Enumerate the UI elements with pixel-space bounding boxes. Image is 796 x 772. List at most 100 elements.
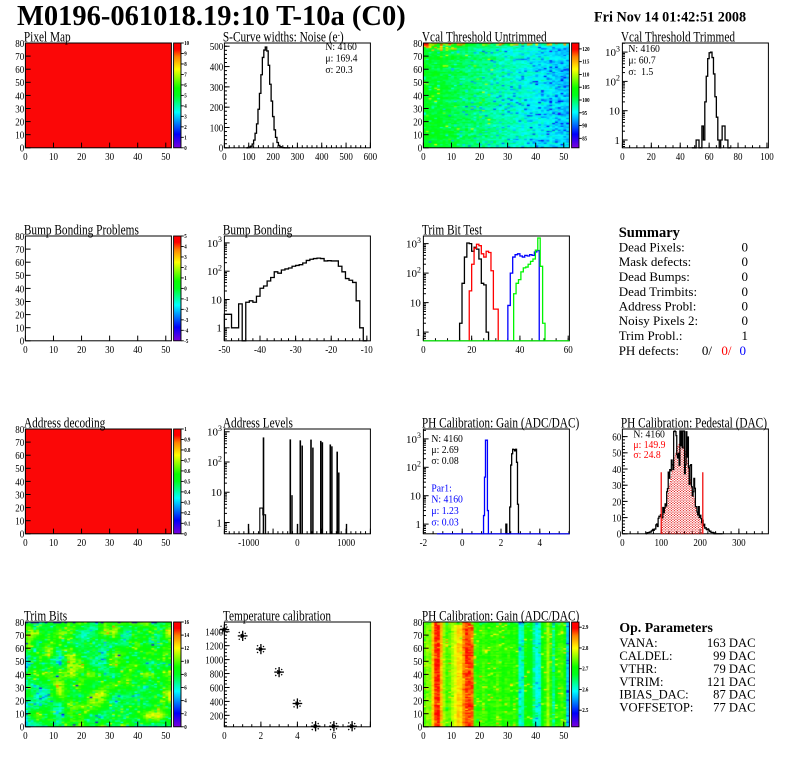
svg-text:2: 2	[184, 712, 187, 718]
svg-text:20: 20	[77, 344, 86, 356]
svg-text:40: 40	[15, 283, 24, 295]
svg-text:μ: 169.4: μ: 169.4	[325, 53, 358, 65]
svg-text:60: 60	[15, 450, 24, 462]
svg-text:10: 10	[15, 323, 24, 335]
svg-text:121 DAC: 121 DAC	[707, 675, 756, 689]
svg-text:70: 70	[15, 51, 24, 63]
svg-text:10: 10	[49, 537, 58, 549]
svg-text:0: 0	[295, 537, 300, 549]
svg-text:30: 30	[105, 344, 114, 356]
svg-text:20: 20	[77, 151, 86, 163]
svg-text:30: 30	[15, 489, 24, 501]
svg-text:0: 0	[418, 143, 423, 155]
svg-text:10: 10	[15, 130, 24, 142]
svg-text:20: 20	[612, 496, 621, 508]
svg-text:-30: -30	[290, 344, 302, 356]
svg-text:Bump Bonding Problems: Bump Bonding Problems	[24, 223, 139, 239]
svg-text:1: 1	[415, 327, 421, 339]
svg-text:10: 10	[49, 344, 58, 356]
svg-text:M0196-061018.19:10 T-10a (C0): M0196-061018.19:10 T-10a (C0)	[17, 1, 406, 32]
svg-text:40: 40	[515, 344, 524, 356]
svg-text:μ: 1.23: μ: 1.23	[431, 505, 459, 517]
svg-text:-20: -20	[325, 344, 337, 356]
svg-text:Vcal Threshold Trimmed: Vcal Threshold Trimmed	[621, 30, 736, 46]
svg-text:Trim Bit Test: Trim Bit Test	[422, 223, 482, 239]
svg-text:10: 10	[184, 41, 189, 47]
svg-text:VTRIM:: VTRIM:	[619, 675, 663, 689]
svg-text:40: 40	[15, 476, 24, 488]
svg-text:9: 9	[184, 52, 187, 58]
svg-text:103: 103	[406, 431, 421, 446]
svg-text:PH Calibration: Pedestal (DAC): PH Calibration: Pedestal (DAC)	[621, 416, 767, 432]
svg-text:40: 40	[531, 730, 540, 742]
svg-text:0: 0	[742, 240, 749, 255]
svg-text:1: 1	[742, 328, 749, 343]
svg-text:7: 7	[184, 72, 187, 78]
svg-text:0: 0	[620, 537, 625, 549]
svg-text:μ: 60.7: μ: 60.7	[628, 54, 656, 66]
svg-text:10: 10	[447, 730, 456, 742]
svg-text:60: 60	[612, 432, 621, 444]
svg-text:2: 2	[499, 537, 504, 549]
svg-text:-1: -1	[184, 297, 188, 303]
svg-text:163 DAC: 163 DAC	[707, 636, 756, 650]
svg-text:0: 0	[184, 532, 187, 538]
svg-text:VOFFSETOP:: VOFFSETOP:	[619, 701, 693, 715]
svg-text:40: 40	[133, 151, 142, 163]
svg-text:-50: -50	[218, 344, 230, 356]
svg-text:20: 20	[15, 696, 24, 708]
svg-text:103: 103	[406, 236, 421, 251]
svg-text:1: 1	[216, 323, 222, 335]
svg-text:10: 10	[447, 151, 456, 163]
svg-text:85: 85	[582, 136, 587, 142]
svg-text:3: 3	[184, 255, 187, 261]
svg-text:1400: 1400	[205, 627, 223, 639]
svg-text:1: 1	[216, 517, 222, 529]
svg-text:20: 20	[15, 117, 24, 129]
svg-text:30: 30	[413, 103, 422, 115]
svg-text:30: 30	[105, 151, 114, 163]
svg-text:1: 1	[184, 427, 187, 433]
svg-text:σ: 24.8: σ: 24.8	[633, 449, 661, 461]
svg-text:20: 20	[15, 503, 24, 515]
svg-text:40: 40	[413, 90, 422, 102]
svg-text:8: 8	[184, 672, 187, 678]
svg-text:σ: 0.03: σ: 0.03	[431, 517, 459, 529]
svg-text:0: 0	[20, 336, 25, 348]
svg-text:Op. Parameters: Op. Parameters	[619, 620, 713, 635]
svg-text:20: 20	[77, 537, 86, 549]
svg-text:N: 4160: N: 4160	[325, 41, 357, 53]
svg-text:80: 80	[413, 38, 422, 50]
svg-text:-2: -2	[420, 537, 428, 549]
svg-text:300: 300	[732, 537, 746, 549]
svg-text:0: 0	[742, 299, 749, 314]
svg-text:50: 50	[161, 151, 170, 163]
svg-text:60: 60	[705, 151, 714, 163]
svg-text:N: 4160: N: 4160	[633, 429, 665, 441]
svg-text:2.8: 2.8	[582, 646, 588, 652]
svg-text:50: 50	[15, 463, 24, 475]
svg-text:800: 800	[210, 668, 224, 680]
svg-text:77 DAC: 77 DAC	[713, 701, 755, 715]
svg-text:σ: 20.3: σ: 20.3	[325, 64, 353, 76]
svg-text:10: 10	[211, 294, 223, 306]
svg-text:6: 6	[184, 686, 187, 692]
svg-text:Dead Trimbits:: Dead Trimbits:	[619, 284, 697, 299]
svg-text:40: 40	[133, 730, 142, 742]
svg-text:Address Levels: Address Levels	[223, 416, 293, 432]
svg-text:0: 0	[222, 730, 227, 742]
svg-text:95: 95	[582, 111, 587, 117]
svg-text:2.6: 2.6	[582, 687, 588, 693]
svg-text:100: 100	[760, 151, 774, 163]
svg-text:50: 50	[559, 730, 568, 742]
svg-text:87 DAC: 87 DAC	[713, 688, 755, 702]
svg-text:50: 50	[413, 77, 422, 89]
svg-text:80: 80	[413, 617, 422, 629]
svg-text:Bump Bonding: Bump Bonding	[223, 223, 292, 239]
svg-text:115: 115	[582, 60, 589, 66]
svg-text:0: 0	[222, 151, 227, 163]
svg-text:70: 70	[15, 630, 24, 642]
svg-text:20: 20	[647, 151, 656, 163]
svg-text:0: 0	[184, 286, 187, 292]
svg-text:-3: -3	[184, 318, 188, 324]
